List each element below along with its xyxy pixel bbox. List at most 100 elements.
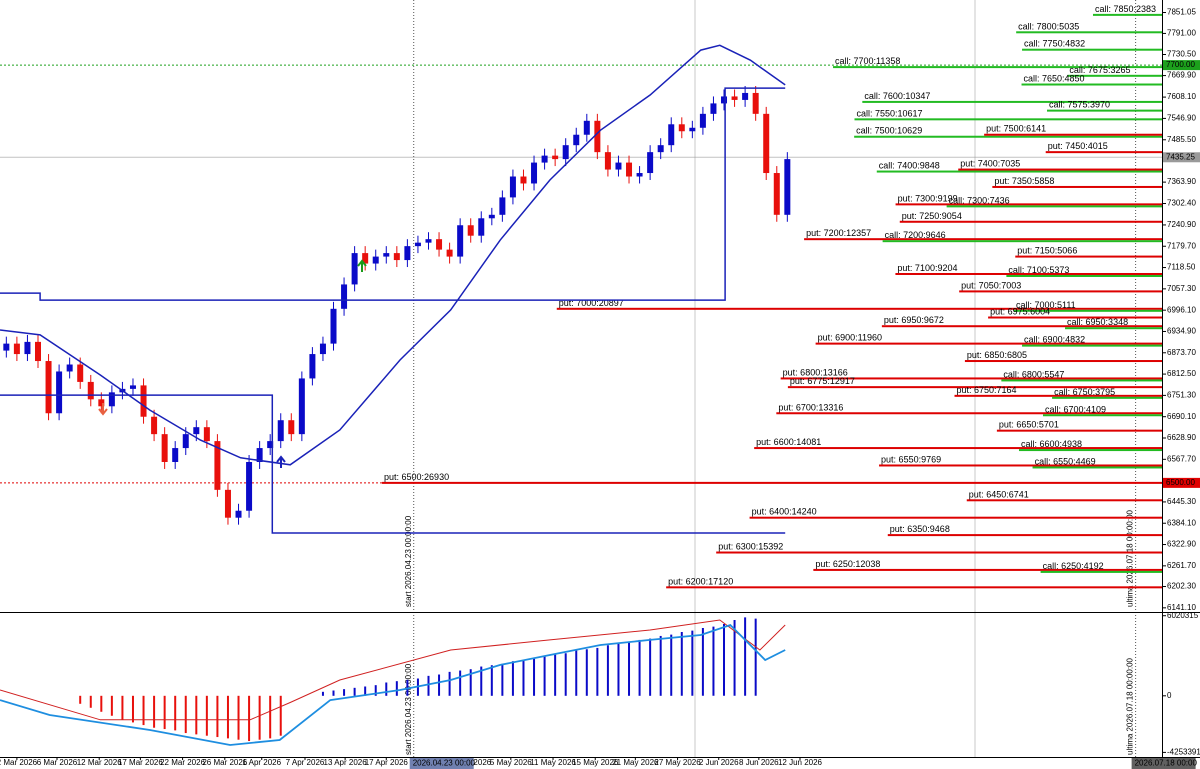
option-label: put: 7050:7003 [961, 280, 1021, 290]
sell-arrow [98, 403, 108, 416]
signal-arrow [276, 455, 286, 468]
candle-body [742, 92, 749, 100]
option-bar [1052, 396, 1162, 399]
option-bar [876, 170, 1162, 173]
option-label: put: 6200:17120 [668, 576, 733, 586]
x-tick-label: 2 Jun 2026 [699, 758, 739, 767]
option-label: put: 7350:5858 [994, 176, 1054, 186]
option-label: put: 6600:14081 [756, 437, 821, 447]
option-label: call: 7100:5373 [1008, 265, 1069, 275]
option-label: call: 6800:5547 [1003, 369, 1064, 379]
option-label: call: 6550:4469 [1035, 456, 1096, 466]
y-tick-label: 7669.90 [1167, 71, 1196, 80]
candle-body [341, 284, 348, 309]
candle-body [256, 448, 263, 462]
candle-body [319, 343, 326, 355]
y-tick-label: 6445.30 [1167, 497, 1196, 506]
candle-body [13, 343, 20, 355]
candle-body [604, 152, 611, 170]
option-label: put: 7400:7035 [960, 159, 1020, 169]
candle-body [678, 124, 685, 132]
candle-body [541, 155, 548, 163]
option-label: put: 6775:12917 [790, 376, 855, 386]
candle-body [235, 510, 242, 518]
candle-body [224, 489, 231, 518]
candle-body [393, 253, 400, 261]
y-tick-label: 7791.00 [1167, 29, 1196, 38]
option-bar [854, 135, 1162, 138]
x-tick-label: 8 Jun 2026 [739, 758, 779, 767]
candle-body [108, 392, 115, 407]
candle-body [309, 354, 316, 379]
y-tick-label: 7546.90 [1167, 114, 1196, 123]
option-label: call: 7700:11358 [835, 56, 900, 66]
indicator-line [0, 623, 786, 746]
candle-body [615, 162, 622, 170]
option-label: call: 6750:3795 [1054, 387, 1115, 397]
option-label: call: 7200:9646 [885, 230, 946, 240]
option-label: call: 7575:3970 [1049, 100, 1110, 110]
x-tick-label: 5 May 2026 [490, 758, 532, 767]
candle-body [531, 162, 538, 184]
candle-body [457, 225, 464, 257]
y-tick-label: 7851.05 [1167, 8, 1196, 17]
indicator-tick-label: 6020315 [1167, 611, 1199, 620]
candle-body [636, 173, 643, 177]
option-bar [895, 203, 1162, 206]
x-tick-label: 15 May 2026 [572, 758, 619, 767]
option-bar [556, 307, 1162, 310]
option-label: put: 6400:14240 [752, 507, 817, 517]
candle-body [351, 253, 358, 285]
candle-body [784, 159, 791, 215]
price-mark-label: 6500.00 [1166, 478, 1195, 487]
y-tick-label: 6141.10 [1167, 603, 1196, 612]
buy-arrow [357, 259, 367, 272]
y-tick-label: 6996.10 [1167, 305, 1196, 314]
x-tick-label: 11 May 2026 [530, 758, 576, 767]
candle-body [193, 427, 200, 435]
option-label: call: 6600:4938 [1021, 439, 1082, 449]
option-bar [964, 360, 1162, 363]
option-bar [879, 464, 1162, 467]
candle-body [24, 341, 31, 355]
option-bar [992, 185, 1162, 188]
option-bar [1001, 379, 1162, 382]
candle-body [710, 103, 717, 114]
candle-body [721, 96, 728, 104]
candle-body [151, 416, 158, 435]
y-tick-label: 7730.50 [1167, 50, 1196, 59]
overlay-line [0, 394, 786, 534]
option-bar [1065, 327, 1162, 330]
option-bar [754, 447, 1162, 450]
y-tick-label: 6261.70 [1167, 561, 1196, 570]
option-bar [1045, 151, 1162, 154]
option-label: call: 7500:10629 [856, 126, 922, 136]
option-bar [787, 386, 1162, 389]
option-bar [854, 118, 1162, 121]
option-label: put: 7250:9054 [902, 211, 962, 221]
candle-body [425, 239, 432, 243]
candle-body [182, 434, 189, 449]
candle-body [161, 434, 168, 462]
x-tick-label: 27 May 2026 [654, 758, 701, 767]
option-bar [382, 481, 1162, 484]
candle-body [699, 113, 706, 128]
option-label: call: 7650:4850 [1024, 74, 1085, 84]
x-tick-label: 21 May 2026 [612, 758, 659, 767]
indicator-tick-label: 0 [1167, 691, 1172, 700]
option-label: call: 7000:5111 [1016, 300, 1076, 310]
candle-body [647, 152, 654, 174]
option-label: put: 6850:6805 [967, 350, 1027, 360]
option-label: put: 7200:12357 [806, 228, 871, 238]
y-tick-label: 7363.90 [1167, 177, 1196, 186]
candle-body [552, 155, 559, 160]
candle-body [668, 124, 675, 146]
marker-label: start 2026.04.23 00:00:00 [404, 663, 413, 755]
candle-body [87, 381, 94, 400]
candle-body [66, 364, 73, 372]
candle-body [298, 378, 305, 435]
option-bar [815, 342, 1162, 345]
option-label: call: 6900:4832 [1024, 335, 1085, 345]
option-label: put: 7300:9199 [898, 193, 958, 203]
